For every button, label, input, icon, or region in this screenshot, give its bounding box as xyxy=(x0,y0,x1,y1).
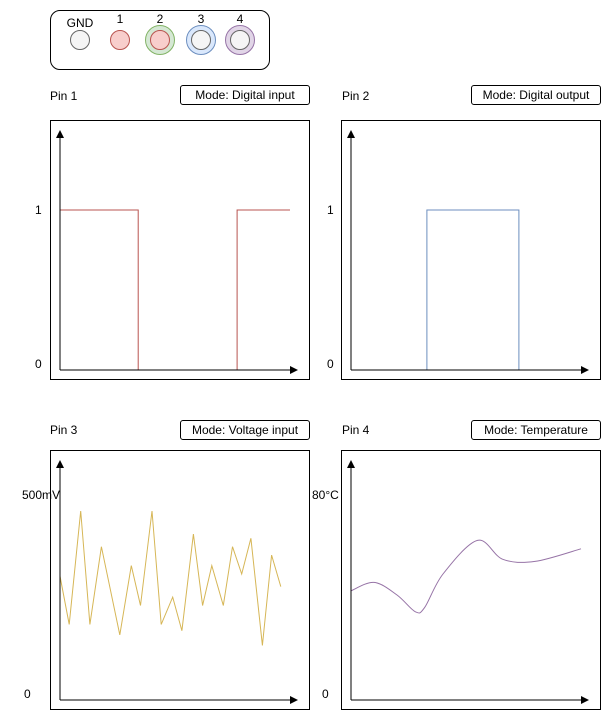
panel-2-y-axis-arrow-icon xyxy=(347,130,355,138)
panel-3-chart xyxy=(56,460,298,704)
panel-4-frame xyxy=(341,450,601,710)
pin-1-icon[interactable] xyxy=(110,30,130,50)
panel-3-mode-button[interactable]: Mode: Voltage input xyxy=(180,420,310,440)
panel-1-chart xyxy=(56,130,298,374)
panel-1-frame xyxy=(50,120,310,380)
pin-2-icon xyxy=(150,30,170,50)
panel-3-y-axis-arrow-icon xyxy=(56,460,64,468)
panel-1-series-1-line xyxy=(60,209,290,371)
panel-2-ymin-label: 0 xyxy=(327,357,334,371)
panel-1-x-axis-arrow-icon xyxy=(290,366,298,374)
panel-4-x-axis-arrow-icon xyxy=(581,696,589,704)
panel-2-series-1-line xyxy=(351,209,581,371)
panel-4-chart xyxy=(347,460,589,704)
panel-4-series-1-line xyxy=(350,539,582,614)
panel-2-title: Pin 2 xyxy=(342,89,370,103)
pin-gnd-icon[interactable] xyxy=(70,30,90,50)
panel-1-y-axis-arrow-icon xyxy=(56,130,64,138)
panel-1-ymin-label: 0 xyxy=(35,357,42,371)
pin-label-gnd: GND xyxy=(66,16,94,30)
panel-4-ymin-label: 0 xyxy=(322,687,329,701)
panel-2-chart xyxy=(347,130,589,374)
panel-3-series-1-line xyxy=(59,510,282,646)
panel-4-title: Pin 4 xyxy=(342,423,370,437)
panel-4-y-axis-arrow-icon xyxy=(347,460,355,468)
pin-4-icon xyxy=(230,30,250,50)
panel-3-ymin-label: 0 xyxy=(24,687,31,701)
panel-4-ymax-label: 80°C xyxy=(312,488,339,502)
pin-label-4: 4 xyxy=(236,12,244,26)
panel-2-frame xyxy=(341,120,601,380)
pin-header xyxy=(50,10,270,70)
panel-3-x-axis-arrow-icon xyxy=(290,696,298,704)
panel-3-ymax-label: 500mV xyxy=(22,488,61,502)
panel-1-title: Pin 1 xyxy=(50,89,78,103)
panel-2-mode-button[interactable]: Mode: Digital output xyxy=(471,85,601,105)
panel-4-mode-button[interactable]: Mode: Temperature xyxy=(471,420,601,440)
pin-label-2: 2 xyxy=(156,12,164,26)
pin-3-icon xyxy=(191,30,211,50)
panel-3-frame xyxy=(50,450,310,710)
panel-2-ymax-label: 1 xyxy=(327,203,334,217)
panel-1-ymax-label: 1 xyxy=(35,203,42,217)
pin-label-3: 3 xyxy=(197,12,205,26)
pin-label-1: 1 xyxy=(116,12,124,26)
panel-2-x-axis-arrow-icon xyxy=(581,366,589,374)
panel-3-title: Pin 3 xyxy=(50,423,78,437)
panel-1-mode-button[interactable]: Mode: Digital input xyxy=(180,85,310,105)
